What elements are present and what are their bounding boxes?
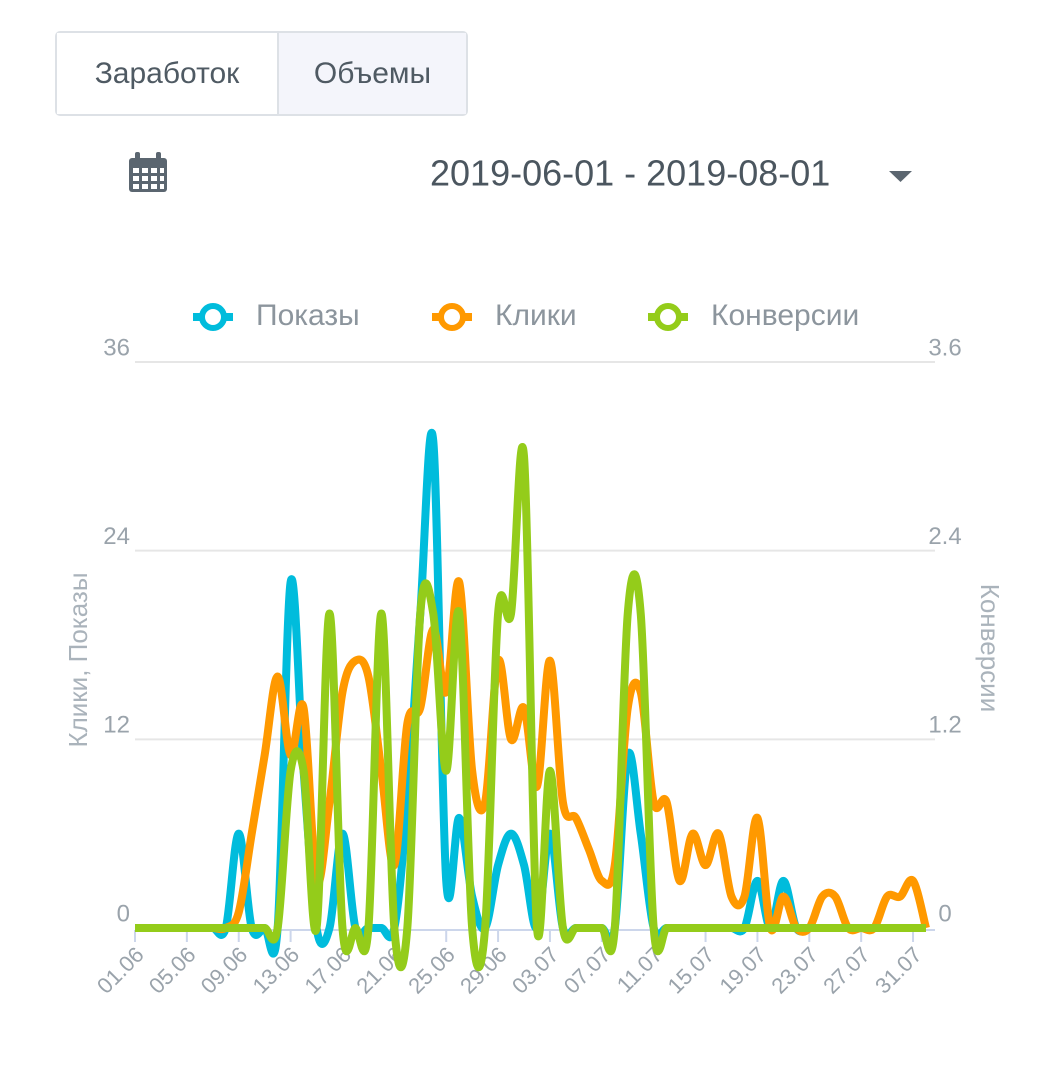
- y2-tick-label: 2.4: [928, 523, 961, 550]
- y-tick-label: 36: [103, 334, 130, 361]
- date-range[interactable]: 2019-06-01 - 2019-08-01: [430, 153, 830, 194]
- legend-label[interactable]: Клики: [495, 299, 577, 332]
- x-tick-label: 27.07: [818, 942, 875, 999]
- y2-tick-label: 0: [938, 900, 951, 927]
- legend-marker: [438, 303, 466, 331]
- tab-label[interactable]: Объемы: [314, 57, 431, 90]
- dropdown-arrow[interactable]: [889, 171, 912, 182]
- legend-marker: [199, 303, 227, 331]
- legend-marker: [654, 303, 682, 331]
- x-tick-label: 05.06: [144, 942, 201, 999]
- y-tick-label: 12: [103, 712, 130, 739]
- series-line: [134, 442, 926, 971]
- y-tick-label: 0: [117, 900, 130, 927]
- chart: 012243601.22.43.601.0605.0609.0613.0617.…: [63, 299, 1005, 999]
- x-tick-label: 19.07: [714, 942, 771, 999]
- legend-label[interactable]: Конверсии: [711, 299, 859, 332]
- x-tick-label: 25.06: [403, 942, 460, 999]
- series-line: [134, 577, 930, 936]
- y2-axis-title: Конверсии: [975, 584, 1005, 712]
- x-tick-label: 01.06: [92, 942, 149, 999]
- x-tick-label: 15.07: [663, 942, 720, 999]
- x-tick-label: 03.07: [507, 942, 564, 999]
- calendar-icon: [129, 152, 167, 192]
- tab[interactable]: [57, 33, 277, 114]
- legend-label[interactable]: Показы: [256, 299, 360, 332]
- x-tick-label: 23.07: [766, 942, 823, 999]
- y2-tick-label: 1.2: [928, 712, 961, 739]
- tab-label[interactable]: Заработок: [95, 57, 240, 90]
- y-axis-title: Клики, Показы: [63, 572, 93, 747]
- x-tick-label: 31.07: [870, 942, 927, 999]
- x-tick-label: 09.06: [196, 942, 253, 999]
- tab[interactable]: [279, 33, 466, 114]
- y-tick-label: 24: [103, 523, 130, 550]
- y2-tick-label: 3.6: [928, 334, 961, 361]
